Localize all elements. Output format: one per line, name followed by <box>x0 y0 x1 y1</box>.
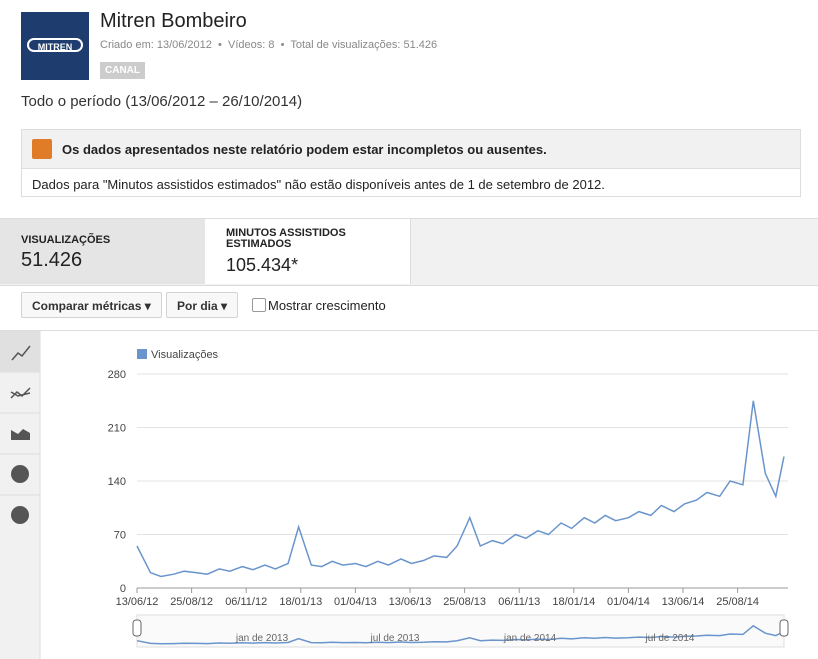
navigator-label: jan de 2013 <box>235 633 289 644</box>
navigator-handle[interactable] <box>132 619 142 637</box>
navigator-label: jan de 2014 <box>503 633 557 644</box>
pie-icon[interactable] <box>11 465 29 483</box>
channel-title[interactable]: Mitren Bombeiro <box>100 10 247 32</box>
divider <box>0 330 818 331</box>
x-tick-label: 13/06/12 <box>116 596 159 608</box>
checkbox[interactable] <box>252 298 266 312</box>
x-tick-label: 25/08/12 <box>170 596 213 608</box>
y-tick-label: 70 <box>114 530 126 542</box>
metric-tab[interactable]: VISUALIZAÇÕES 51.426 <box>0 219 205 284</box>
navigator-line <box>136 624 785 645</box>
button-text: Por dia <box>177 299 218 313</box>
legend-label: Visualizações <box>151 349 219 361</box>
navigator-handle[interactable] <box>779 619 789 637</box>
warn-icon <box>32 139 52 159</box>
metric-tab[interactable]: MINUTOS ASSISTIDOS ESTIMADOS 105.434* <box>205 219 411 284</box>
tool-active[interactable] <box>0 331 40 372</box>
y-tick-label: 210 <box>108 423 126 435</box>
x-tick-label: 25/08/13 <box>443 596 486 608</box>
x-tick-label: 13/06/14 <box>662 596 705 608</box>
x-tick-label: 01/04/13 <box>334 596 377 608</box>
meta: Criado em: 13/06/2012 <box>100 39 212 51</box>
navigator-label: jul de 2014 <box>645 633 695 644</box>
logo-text: MITREN <box>27 38 83 52</box>
series-line <box>136 400 785 578</box>
metric-label: MINUTOS ASSISTIDOS ESTIMADOS <box>226 227 346 250</box>
x-tick-label: 13/06/13 <box>389 596 432 608</box>
metric-value: 105.434* <box>226 255 299 275</box>
legend-swatch <box>137 349 147 359</box>
badge: CANAL <box>100 62 145 79</box>
area-icon[interactable] <box>11 429 30 440</box>
x-tick-label: 06/11/13 <box>498 596 540 608</box>
alert-head <box>22 130 800 169</box>
x-tick-label: 01/04/14 <box>607 596 650 608</box>
x-tick-label: 25/08/14 <box>716 596 759 608</box>
meta: Total de visualizações: 51.426 <box>290 39 438 51</box>
channel-logo: MITREN <box>21 12 89 80</box>
x-tick-label: 18/01/14 <box>552 596 595 608</box>
growth-label[interactable]: Mostrar crescimento <box>268 298 386 313</box>
line-icon[interactable] <box>11 345 31 361</box>
x-tick-label: 18/01/13 <box>279 596 322 608</box>
channel-meta: Criado em: 13/06/2012 • Vídeos: 8 • Tota… <box>100 39 438 51</box>
alert: Os dados apresentados neste relatório po… <box>21 129 801 197</box>
multi-icon[interactable] <box>10 387 31 399</box>
period-button[interactable]: Por dia ▾ <box>166 292 239 318</box>
y-tick-label: 280 <box>108 369 126 381</box>
x-tick-label: 06/11/12 <box>225 596 267 608</box>
button-text: Comparar métricas <box>32 299 142 313</box>
metric-value: 51.426 <box>21 249 83 271</box>
alert-title: Os dados apresentados neste relatório po… <box>62 142 547 157</box>
navigator-label: jul de 2013 <box>370 633 420 644</box>
y-tick-label: 0 <box>120 583 126 595</box>
alert-text: Dados para "Minutos assistidos estimados… <box>32 177 605 192</box>
metric-label: VISUALIZAÇÕES <box>21 234 111 246</box>
y-tick-label: 140 <box>108 476 126 488</box>
period: Todo o período (13/06/2012 – 26/10/2014) <box>21 93 303 110</box>
meta: Vídeos: 8 <box>228 39 275 51</box>
compare-button[interactable]: Comparar métricas ▾ <box>21 292 162 318</box>
map-icon[interactable] <box>11 506 29 524</box>
